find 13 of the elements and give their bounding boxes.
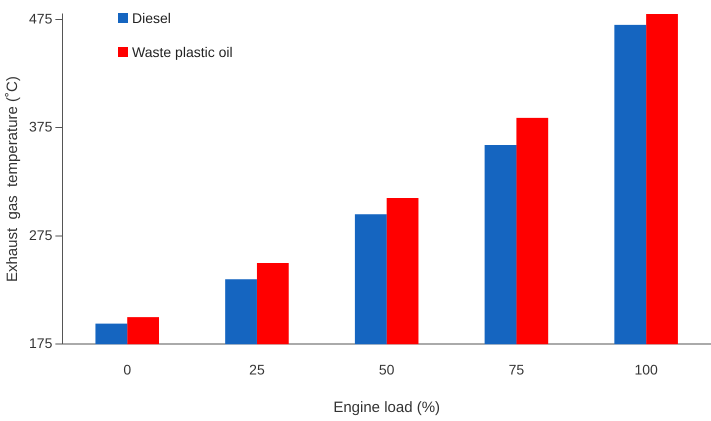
x-tick-label: 75 [508, 361, 524, 378]
x-axis-title: Engine load (%) [333, 399, 440, 416]
x-tick-label: 50 [378, 361, 395, 378]
x-tick-label: 0 [123, 361, 132, 378]
y-tick-label: 375 [29, 118, 53, 135]
legend-label: Waste plastic oil [132, 44, 233, 60]
y-tick-label: 175 [29, 335, 53, 352]
y-tick-label: 275 [29, 226, 53, 243]
x-tick-label: 100 [634, 361, 658, 378]
y-tick-label: 475 [29, 10, 53, 26]
x-tick-label: 25 [249, 361, 265, 378]
y-axis-title: Exhaust gas temperature (˚C) [4, 76, 22, 282]
legend-label: Diesel [132, 10, 171, 26]
